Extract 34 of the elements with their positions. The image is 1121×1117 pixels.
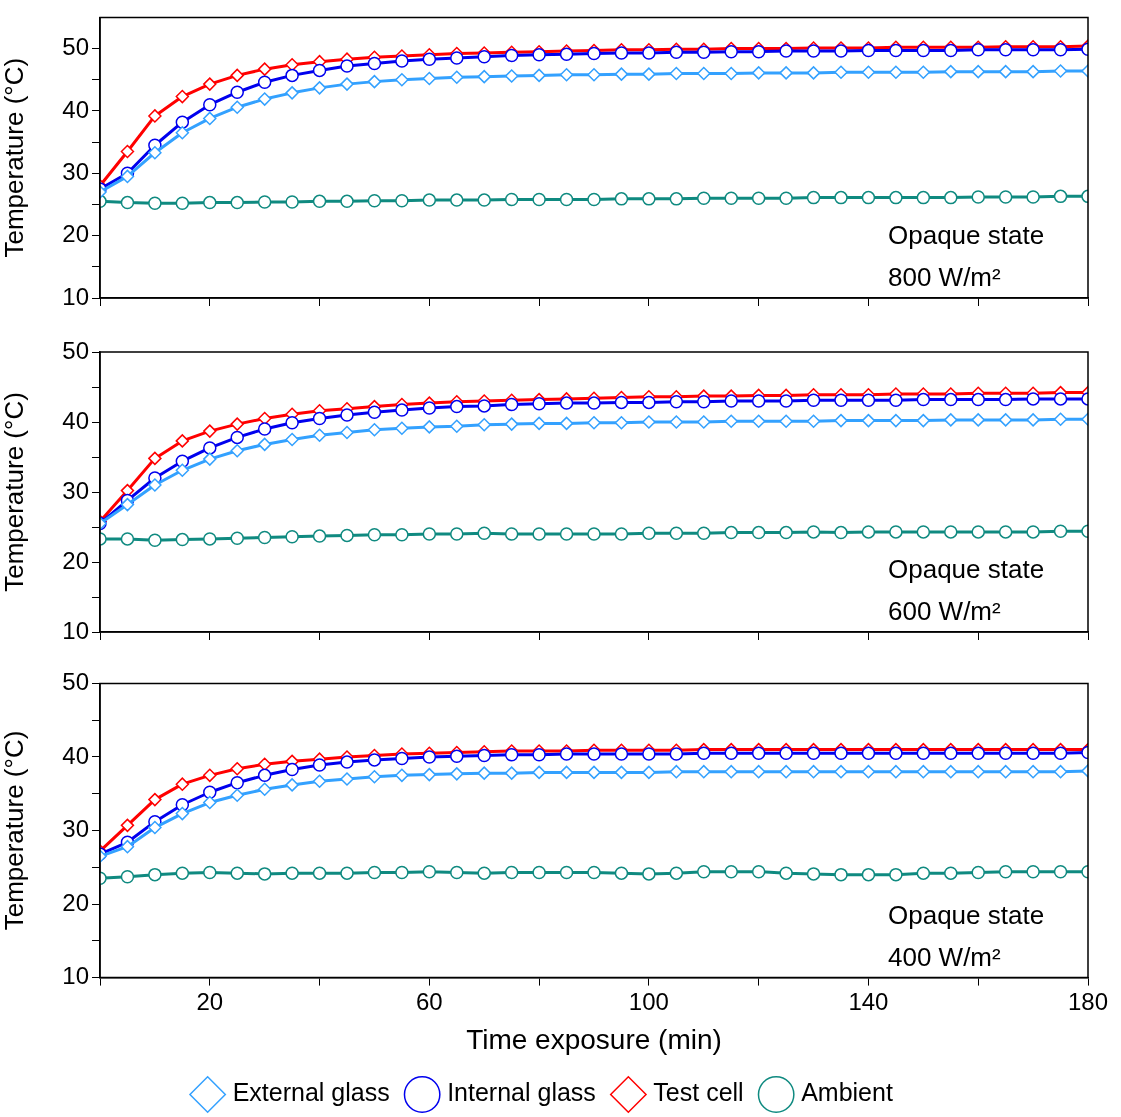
legend-label: Internal glass [447,1078,596,1107]
y-tick-label: 30 [62,157,89,185]
y-tick-label: 20 [62,220,89,248]
x-axis-title: Time exposure (min) [466,1023,722,1055]
annotation: Opaque state [888,899,1045,930]
y-tick-label: 40 [62,741,89,769]
y-tick-label: 30 [62,815,89,843]
y-tick-label: 10 [62,962,89,990]
x-tick-label: 20 [196,987,224,1015]
y-tick-label: 50 [62,668,89,696]
legend-label: External glass [232,1078,390,1107]
annotation: 600 W/m² [888,596,1002,626]
annotation: Opaque state [888,554,1045,584]
y-tick-label: 40 [62,406,89,434]
y-axis-title: Temperature (°C) [0,57,29,258]
x-tick-label: 140 [848,987,889,1015]
y-tick-label: 50 [62,336,89,364]
y-axis-title: Temperature (°C) [0,392,29,592]
y-tick-label: 30 [62,476,89,504]
y-tick-label: 40 [62,95,89,123]
annotation: 400 W/m² [888,941,1002,972]
x-tick-label: 60 [415,987,443,1015]
legend-label: Ambient [801,1078,893,1107]
y-tick-label: 10 [62,282,89,310]
y-tick-label: 20 [62,546,89,574]
x-tick-label: 180 [1067,987,1109,1015]
y-tick-label: 50 [62,33,89,61]
annotation: 800 W/m² [888,262,1002,292]
legend-label: Test cell [653,1078,744,1107]
y-tick-label: 20 [62,888,89,916]
y-tick-label: 10 [62,616,89,644]
x-tick-label: 100 [628,987,669,1015]
annotation: Opaque state [888,220,1045,250]
y-axis-title: Temperature (°C) [0,730,29,931]
